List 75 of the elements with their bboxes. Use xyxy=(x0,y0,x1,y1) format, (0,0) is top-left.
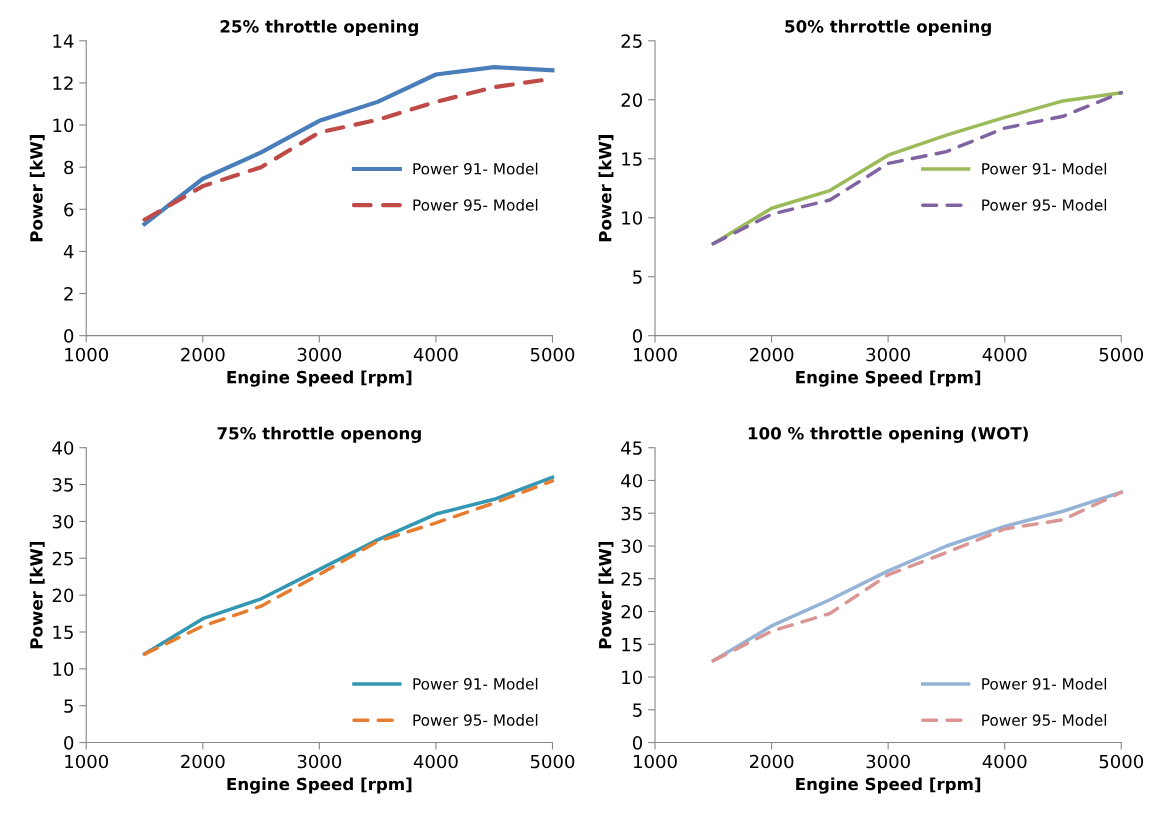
y-tick-label: 12 xyxy=(53,76,73,90)
x-tick-label: 3000 xyxy=(866,347,910,362)
x-tick-label: 1000 xyxy=(634,347,677,362)
y-tick-label: 15 xyxy=(622,637,642,652)
y-tick-label: 0 xyxy=(64,329,74,343)
x-tick-label: 4000 xyxy=(982,347,1027,362)
legend-label: Power 91- Model xyxy=(982,162,1107,175)
y-tick-label: 30 xyxy=(621,539,643,554)
x-tick-label: 5000 xyxy=(1099,754,1144,769)
legend-label: Power 91- Model xyxy=(413,162,538,175)
y-tick-label: 20 xyxy=(621,604,643,619)
y-tick-label: 0 xyxy=(64,736,74,750)
chart-title: 100 % throttle opening (WOT) xyxy=(748,426,1028,443)
y-axis-title: Power [kW] xyxy=(598,135,614,242)
x-axis-title: Engine Speed [rpm] xyxy=(796,777,981,794)
y-axis-title: Power [kW] xyxy=(29,542,45,649)
legend-label: Power 95- Model xyxy=(982,198,1107,211)
y-tick-label: 35 xyxy=(621,506,642,521)
y-tick-label: 25 xyxy=(52,551,73,566)
x-tick-label: 3000 xyxy=(866,754,910,769)
y-tick-label: 45 xyxy=(621,441,642,455)
x-tick-label: 2000 xyxy=(181,754,225,769)
y-tick-label: 6 xyxy=(64,202,74,217)
y-tick-label: 0 xyxy=(632,329,643,343)
x-axis-title: Engine Speed [rpm] xyxy=(796,370,981,387)
x-tick-label: 4000 xyxy=(413,347,458,362)
y-tick-label: 14 xyxy=(53,34,74,48)
x-axis-title: Engine Speed [rpm] xyxy=(227,777,412,794)
x-tick-label: 4000 xyxy=(982,754,1027,769)
y-tick-label: 2 xyxy=(64,286,73,301)
x-tick-label: 2000 xyxy=(181,347,225,362)
x-tick-label: 3000 xyxy=(297,754,342,769)
x-tick-label: 5000 xyxy=(1099,347,1144,362)
chart-title: 50% thrrottle opening xyxy=(785,19,991,37)
legend-label: Power 95- Model xyxy=(982,714,1107,726)
y-tick-label: 10 xyxy=(53,662,74,676)
y-tick-label: 10 xyxy=(53,118,74,133)
y-tick-label: 25 xyxy=(621,34,642,48)
y-tick-label: 15 xyxy=(53,625,73,640)
line-series xyxy=(711,90,1123,246)
line-series xyxy=(711,490,1123,663)
x-tick-label: 5000 xyxy=(530,347,575,362)
chart-title: 25% throttle opening xyxy=(220,19,418,37)
y-tick-label: 40 xyxy=(52,441,74,455)
y-tick-label: 0 xyxy=(632,736,643,750)
y-tick-label: 35 xyxy=(52,478,73,492)
x-tick-label: 4000 xyxy=(413,754,458,769)
y-tick-label: 5 xyxy=(64,699,73,713)
y-tick-label: 25 xyxy=(621,572,642,586)
x-tick-label: 2000 xyxy=(749,754,794,769)
y-tick-label: 8 xyxy=(64,160,74,175)
legend-label: Power 91- Model xyxy=(982,677,1107,690)
legend-label: Power 95- Model xyxy=(413,198,538,211)
y-tick-label: 5 xyxy=(633,270,642,284)
y-axis-title: Power [kW] xyxy=(29,135,45,242)
y-tick-label: 15 xyxy=(622,152,642,166)
legend-label: Power 91- Model xyxy=(413,677,538,690)
x-tick-label: 3000 xyxy=(297,347,342,362)
y-axis-title: Power [kW] xyxy=(598,542,614,649)
y-tick-label: 5 xyxy=(633,703,642,717)
x-tick-label: 1000 xyxy=(65,347,109,362)
y-tick-label: 4 xyxy=(63,245,74,259)
x-axis-title: Engine Speed [rpm] xyxy=(227,370,412,387)
x-tick-label: 1000 xyxy=(634,754,677,769)
legend-label: Power 95- Model xyxy=(413,714,538,726)
y-tick-label: 20 xyxy=(52,588,74,603)
y-tick-label: 10 xyxy=(622,211,643,225)
y-tick-label: 40 xyxy=(621,473,643,488)
chart-title: 75% throttle openong xyxy=(217,426,421,443)
x-tick-label: 2000 xyxy=(749,347,794,362)
y-tick-label: 10 xyxy=(622,670,643,685)
x-tick-label: 5000 xyxy=(530,754,575,769)
y-tick-label: 30 xyxy=(52,514,74,529)
y-tick-label: 20 xyxy=(621,93,643,107)
x-tick-label: 1000 xyxy=(65,754,109,769)
